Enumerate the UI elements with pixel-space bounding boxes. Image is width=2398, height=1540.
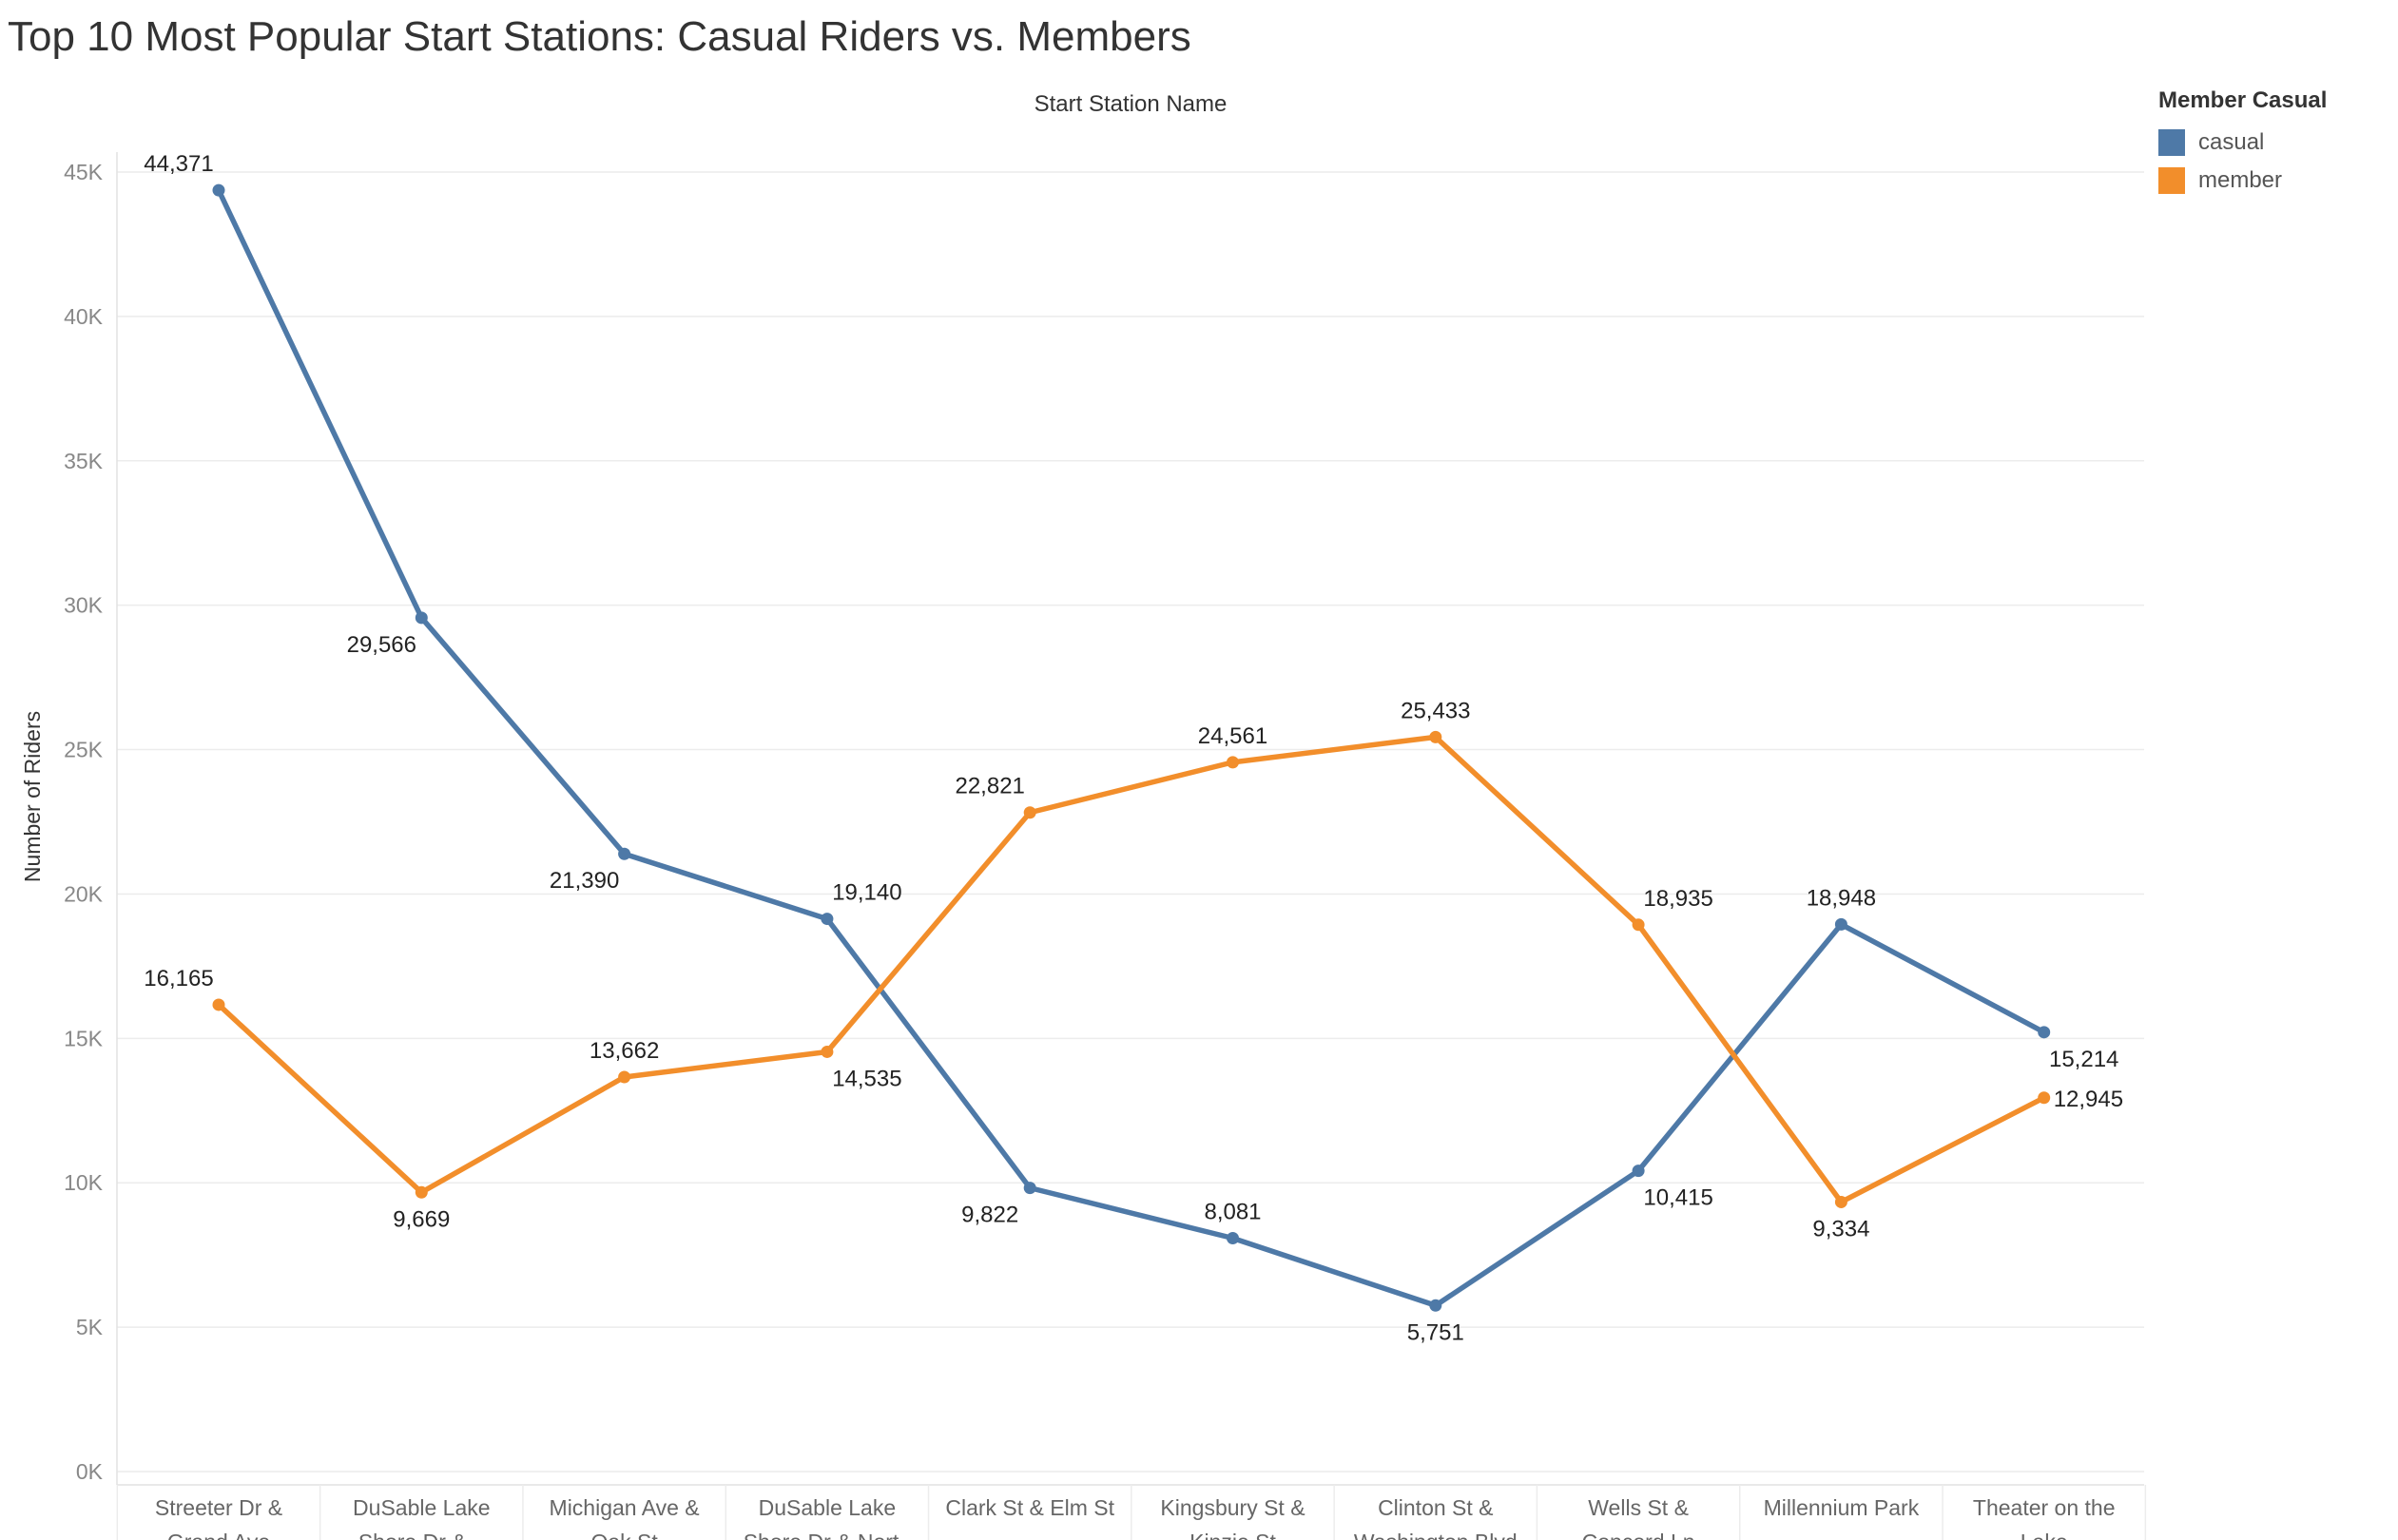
data-label-casual: 44,371 [144,151,213,177]
axes: 0K 5K 10K 15K 20K 25K 30K 35K 40K 45K Start Statio… [20,91,2147,1540]
data-point-casual[interactable] [2038,1026,2051,1039]
data-point-member[interactable] [415,1185,428,1199]
y-tick-label: 45K [64,160,104,184]
x-tick-label: Kingsbury St &Kinzie St [1160,1495,1305,1540]
data-label-member: 16,165 [144,966,213,991]
data-label-casual: 5,751 [1407,1319,1464,1345]
data-label-casual: 9,822 [961,1203,1018,1228]
x-tick-label: Millennium Park [1764,1495,1920,1520]
legend: Member Casual casual member [2158,87,2387,200]
x-tick-label: Streeter Dr &Grand Ave [155,1495,282,1540]
data-point-member[interactable] [618,1070,631,1084]
data-label-member: 9,669 [393,1206,450,1232]
series-line-casual [216,187,2047,1309]
y-axis-title: Number of Riders [20,711,45,882]
legend-label-casual: casual [2198,129,2265,155]
x-tick-label: DuSable LakeShore Dr & Nort.. [744,1495,911,1540]
series-line-member [216,734,2047,1205]
data-point-member[interactable] [1834,1195,1847,1208]
data-label-member: 9,334 [1812,1216,1869,1242]
legend-swatch-casual [2158,129,2185,156]
legend-swatch-member [2158,167,2185,194]
chart-title: Top 10 Most Popular Start Stations: Casu… [8,13,1191,60]
x-tick-label: DuSable LakeShore Dr & .. [353,1495,491,1540]
gridlines [117,171,2144,1473]
data-point-casual[interactable] [618,847,631,860]
series-lines [212,183,2051,1312]
data-label-casual: 15,214 [2049,1047,2118,1072]
legend-item-member[interactable]: member [2158,162,2387,200]
y-tick-label: 10K [64,1170,104,1195]
data-point-casual[interactable] [1227,1232,1239,1245]
y-tick-label: 30K [64,593,104,618]
data-label-member: 12,945 [2054,1087,2123,1112]
data-point-casual[interactable] [212,183,225,197]
data-label-casual: 21,390 [550,868,619,894]
data-point-member[interactable] [212,998,225,1011]
data-labels: 44,371 29,566 21,390 19,140 9,822 8,081 5,751 1… [144,151,2123,1345]
y-tick-label: 15K [64,1026,104,1050]
data-label-casual: 10,415 [1643,1185,1712,1211]
data-label-casual: 29,566 [347,632,416,658]
data-point-casual[interactable] [1023,1182,1036,1195]
legend-label-member: member [2198,167,2283,193]
y-tick-label: 40K [64,304,104,329]
data-label-member: 13,662 [590,1038,659,1064]
data-point-casual[interactable] [821,913,834,926]
x-tick-label: Wells St &Concord Ln [1582,1495,1695,1540]
data-point-member[interactable] [2038,1091,2051,1105]
data-label-member: 22,821 [955,774,1024,799]
x-tick-label: Clark St & Elm St [945,1495,1114,1520]
data-label-casual: 8,081 [1204,1200,1261,1225]
data-label-member: 24,561 [1198,723,1267,749]
y-tick-label: 5K [76,1315,104,1339]
y-tick-label: 20K [64,881,104,906]
data-point-member[interactable] [1632,918,1645,932]
legend-item-casual[interactable]: casual [2158,124,2387,162]
legend-title: Member Casual [2158,87,2328,113]
data-label-member: 14,535 [832,1066,901,1091]
data-point-casual[interactable] [415,611,428,625]
y-tick-label: 0K [76,1459,104,1484]
data-point-member[interactable] [1429,730,1442,743]
data-label-member: 25,433 [1401,698,1470,723]
data-point-casual[interactable] [1834,917,1847,931]
data-label-casual: 18,948 [1807,885,1876,911]
x-tick-label: Theater on theLake [1973,1495,2116,1540]
y-tick-label: 35K [64,449,104,473]
y-tick-label: 25K [64,738,104,762]
data-point-casual[interactable] [1429,1299,1442,1312]
data-point-member[interactable] [1023,806,1036,819]
x-tick-label: Michigan Ave &Oak St [550,1495,700,1540]
data-point-casual[interactable] [1632,1165,1645,1178]
x-tick-label: Clinton St &Washington Blvd [1354,1495,1518,1540]
data-label-member: 18,935 [1643,886,1712,912]
data-label-casual: 19,140 [832,880,901,906]
data-point-member[interactable] [821,1045,834,1058]
data-point-member[interactable] [1227,756,1239,769]
x-axis-title: Start Station Name [1035,91,1228,117]
